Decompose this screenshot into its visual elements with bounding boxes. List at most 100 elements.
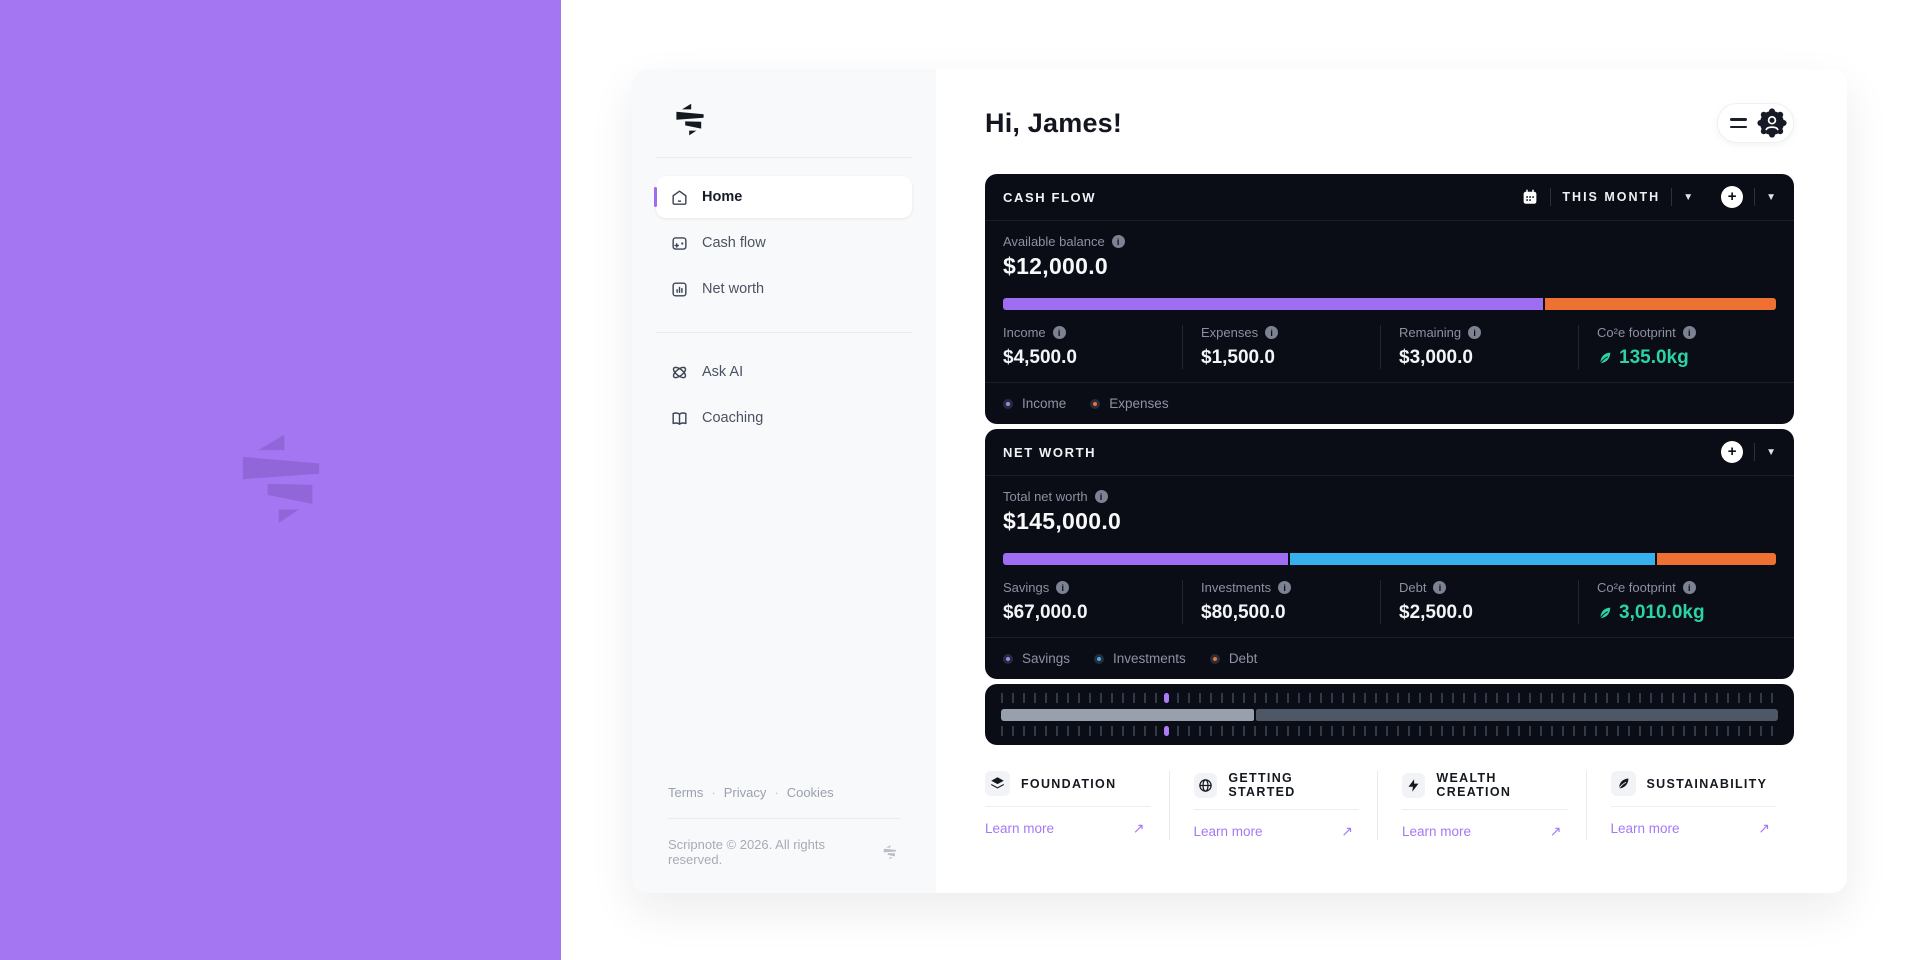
main-content: Hi, James! CASH FLO xyxy=(936,69,1847,893)
home-icon xyxy=(670,188,689,207)
resource-label: SUSTAINABILITY xyxy=(1646,776,1768,791)
arrow-up-right-icon[interactable] xyxy=(1758,820,1770,837)
stat-value: $67,000.0 xyxy=(1003,602,1088,623)
resource-getting-started: GETTING STARTED Learn more xyxy=(1168,771,1378,840)
timeline-ruler-top xyxy=(1001,693,1778,703)
info-icon[interactable] xyxy=(1433,581,1447,594)
separator xyxy=(1754,443,1756,461)
sidebar-footer: Terms · Privacy · Cookies Scripnote © 20… xyxy=(656,785,912,867)
collapse-chevron-icon[interactable] xyxy=(1766,192,1776,203)
sidebar-item-ask-ai[interactable]: Ask AI xyxy=(656,351,912,393)
stat-label: Co²e footprint xyxy=(1597,580,1676,595)
learn-more-text[interactable]: Learn more xyxy=(1610,821,1680,836)
calendar-icon[interactable] xyxy=(1521,188,1539,206)
card-title: CASH FLOW xyxy=(1003,189,1097,205)
brand-logo-icon xyxy=(676,103,704,136)
stat-label: Debt xyxy=(1399,580,1427,595)
cash-flow-legend: Income Expenses xyxy=(985,382,1794,424)
timeline-scrubber[interactable] xyxy=(985,684,1794,745)
card-title: NET WORTH xyxy=(1003,444,1097,460)
info-icon[interactable] xyxy=(1278,581,1292,594)
stat-value: $3,000.0 xyxy=(1399,347,1473,368)
arrow-up-right-icon[interactable] xyxy=(1550,823,1562,840)
legend-label: Expenses xyxy=(1109,396,1169,411)
net-worth-card: NET WORTH Total net worth $145,000.0 xyxy=(985,429,1794,679)
bar-segment-debt xyxy=(1656,553,1776,565)
collapse-chevron-icon[interactable] xyxy=(1766,447,1776,458)
net-worth-legend: Savings Investments Debt xyxy=(985,637,1794,679)
profile-badge-icon[interactable] xyxy=(1757,108,1787,138)
learn-more-text[interactable]: Learn more xyxy=(985,821,1055,836)
leaf-icon xyxy=(1599,607,1611,620)
sidebar: Home Cash flow Net worth xyxy=(632,69,936,893)
learn-more-text[interactable]: Learn more xyxy=(1402,824,1472,839)
stat-label: Income xyxy=(1003,325,1046,340)
sidebar-item-coaching[interactable]: Coaching xyxy=(656,397,912,439)
sidebar-item-net-worth[interactable]: Net worth xyxy=(656,268,912,310)
timeline-track[interactable] xyxy=(1001,708,1778,721)
legend-dot xyxy=(1094,653,1105,664)
lightning-bolt-icon xyxy=(1402,772,1426,798)
stat-debt: Debt $2,500.0 xyxy=(1380,580,1578,624)
stat-label: Savings xyxy=(1003,580,1050,595)
bar-chart-icon xyxy=(670,280,689,299)
stat-label: Remaining xyxy=(1399,325,1462,340)
info-icon[interactable] xyxy=(1111,235,1125,248)
info-icon[interactable] xyxy=(1056,581,1070,594)
info-icon[interactable] xyxy=(1682,326,1696,339)
cookies-link[interactable]: Cookies xyxy=(786,785,834,800)
stat-label: Investments xyxy=(1201,580,1272,595)
bar-segment-income xyxy=(1003,298,1543,310)
total-label: Total net worth xyxy=(1003,489,1088,504)
arrow-up-right-icon[interactable] xyxy=(1341,823,1353,840)
resource-label: FOUNDATION xyxy=(1021,776,1117,791)
add-button[interactable] xyxy=(1721,186,1744,208)
legend-label: Income xyxy=(1022,396,1067,411)
learn-more-link[interactable]: Learn more xyxy=(1611,820,1777,837)
app-window: Home Cash flow Net worth xyxy=(632,69,1847,893)
sidebar-item-label: Home xyxy=(702,189,743,205)
open-book-icon xyxy=(670,409,689,428)
learn-more-link[interactable]: Learn more xyxy=(985,820,1151,837)
privacy-link[interactable]: Privacy xyxy=(723,785,767,800)
bar-segment-savings xyxy=(1003,553,1288,565)
brand-mini-logo-icon xyxy=(883,845,897,860)
sidebar-item-home[interactable]: Home xyxy=(654,176,912,218)
cash-flow-bar xyxy=(1003,298,1776,310)
info-icon[interactable] xyxy=(1468,326,1482,339)
timeline-track-rest[interactable] xyxy=(1255,708,1778,721)
leaf-icon xyxy=(1610,771,1636,796)
balance-value: $12,000.0 xyxy=(1003,253,1109,279)
separator xyxy=(1754,188,1756,206)
info-icon[interactable] xyxy=(1682,581,1696,594)
learn-more-link[interactable]: Learn more xyxy=(1402,823,1568,840)
resource-label: WEALTH CREATION xyxy=(1436,771,1512,799)
dot-separator: · xyxy=(774,785,779,800)
stat-label: Expenses xyxy=(1201,325,1259,340)
timeline-marker[interactable] xyxy=(1164,726,1170,736)
info-icon[interactable] xyxy=(1094,490,1108,503)
legend-dot xyxy=(1209,653,1220,664)
sidebar-item-cash-flow[interactable]: Cash flow xyxy=(656,222,912,264)
info-icon[interactable] xyxy=(1265,326,1279,339)
period-selector[interactable]: THIS MONTH xyxy=(1562,190,1661,204)
arrow-up-right-icon[interactable] xyxy=(1133,820,1145,837)
timeline-marker[interactable] xyxy=(1164,693,1170,703)
net-worth-bar xyxy=(1003,553,1776,565)
divider xyxy=(656,157,912,158)
menu-icon[interactable] xyxy=(1730,118,1747,128)
info-icon[interactable] xyxy=(1052,326,1066,339)
learn-more-text[interactable]: Learn more xyxy=(1193,824,1263,839)
divider xyxy=(656,332,912,333)
stat-value: $2,500.0 xyxy=(1399,602,1473,623)
cash-flow-card: CASH FLOW THIS MONTH xyxy=(985,174,1794,424)
add-button[interactable] xyxy=(1721,441,1744,463)
terms-link[interactable]: Terms xyxy=(668,785,704,800)
layers-icon xyxy=(985,771,1010,796)
active-accent-bar xyxy=(654,187,657,207)
timeline-thumb[interactable] xyxy=(1001,708,1254,721)
learn-more-link[interactable]: Learn more xyxy=(1194,823,1360,840)
chevron-down-icon[interactable] xyxy=(1683,192,1693,203)
stat-value: $80,500.0 xyxy=(1201,602,1286,623)
total-value: $145,000.0 xyxy=(1003,508,1122,534)
